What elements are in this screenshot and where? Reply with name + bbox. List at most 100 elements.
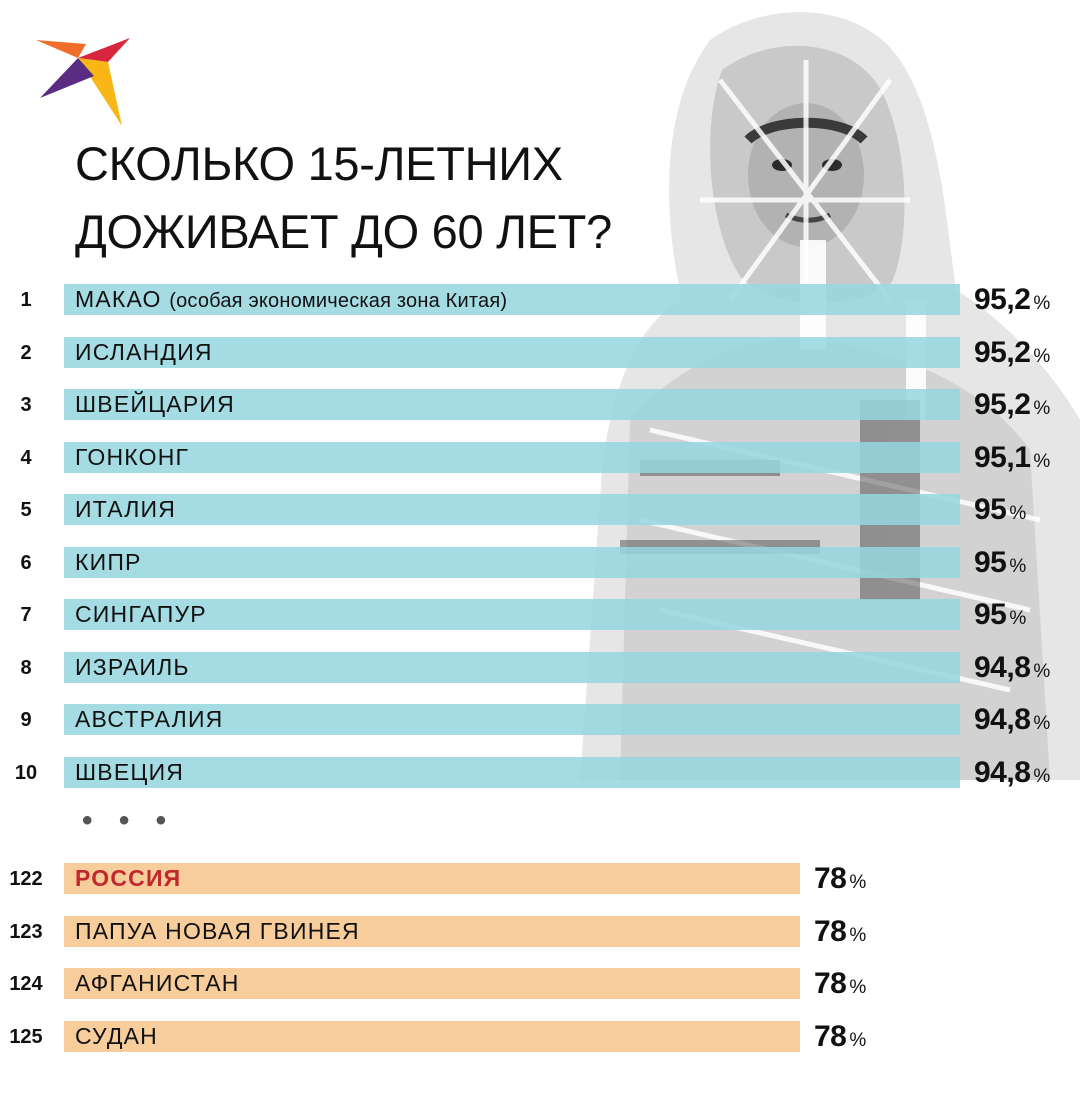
percent-sign: % xyxy=(1033,345,1051,367)
bar-125 xyxy=(64,1020,800,1052)
value-label: 95,2% xyxy=(974,388,1050,422)
value-label: 94,8% xyxy=(974,651,1050,685)
bar-122 xyxy=(64,863,800,894)
country-label: СУДАН xyxy=(75,1022,158,1049)
value-number: 78 xyxy=(814,1019,847,1053)
country-label: ШВЕЦИЯ xyxy=(75,758,185,785)
country-note: (особая экономическая зона Китая) xyxy=(169,290,508,312)
value-number: 95,2 xyxy=(974,283,1031,316)
percent-sign: % xyxy=(1009,555,1027,577)
rank-number: 123 xyxy=(9,920,43,943)
rank-number: 8 xyxy=(20,656,32,679)
country-label: ИТАЛИЯ xyxy=(75,496,177,522)
value-number: 78 xyxy=(814,967,847,1000)
percent-sign: % xyxy=(1033,713,1051,734)
value-label: 95% xyxy=(974,598,1026,632)
value-label: 95% xyxy=(974,546,1026,580)
bar-5 xyxy=(64,494,960,525)
chart-title-line-2: ДОЖИВАЕТ ДО 60 ЛЕТ? xyxy=(75,205,612,258)
country-label: ГОНКОНГ xyxy=(75,443,190,470)
value-number: 78 xyxy=(814,914,847,948)
top-row-1: 1 МАКАО (особая экономическая зона Китая)… xyxy=(0,283,1080,317)
bar-2 xyxy=(64,336,960,368)
top-row-2: 2 ИСЛАНДИЯ 95,2% xyxy=(0,336,1080,370)
bottom-row-125: 125 СУДАН 78% xyxy=(0,1020,1080,1054)
bar-6 xyxy=(64,546,960,578)
top-row-9: 9 АВСТРАЛИЯ 94,8% xyxy=(0,703,1080,737)
percent-sign: % xyxy=(1033,660,1051,682)
rank-number: 7 xyxy=(20,604,32,626)
bar-4 xyxy=(64,441,960,473)
top-row-8: 8 ИЗРАИЛЬ 94,8% xyxy=(0,651,1080,685)
country-label: ПАПУА НОВАЯ ГВИНЕЯ xyxy=(75,917,360,944)
country-label: РОССИЯ xyxy=(75,865,182,891)
value-number: 78 xyxy=(814,862,847,895)
rank-number: 1 xyxy=(20,289,32,311)
country-label: АФГАНИСТАН xyxy=(75,970,240,996)
country-label: АВСТРАЛИЯ xyxy=(75,706,224,732)
chart-title-line-1: СКОЛЬКО 15-ЛЕТНИХ xyxy=(75,137,563,190)
bar-1 xyxy=(64,284,960,315)
rank-number: 124 xyxy=(9,973,43,995)
rank-number: 3 xyxy=(20,394,32,416)
value-label: 78% xyxy=(814,862,866,896)
rank-number: 2 xyxy=(20,341,32,364)
country-label: ИЗРАИЛЬ xyxy=(75,653,190,680)
percent-sign: % xyxy=(1009,608,1027,629)
bottom-row-123: 123 ПАПУА НОВАЯ ГВИНЕЯ 78% xyxy=(0,915,1080,949)
value-number: 95,2 xyxy=(974,388,1031,421)
value-number: 95 xyxy=(974,545,1007,579)
value-label: 95% xyxy=(974,493,1026,527)
value-number: 94,8 xyxy=(974,650,1031,684)
value-label: 78% xyxy=(814,967,866,1001)
value-number: 94,8 xyxy=(974,755,1031,789)
bar-124 xyxy=(64,968,800,999)
value-label: 94,8% xyxy=(974,756,1050,790)
bottom-row-122: 122 РОССИЯ 78% xyxy=(0,862,1080,896)
value-label: 78% xyxy=(814,1020,866,1054)
value-number: 95,1 xyxy=(974,440,1031,474)
bar-123 xyxy=(64,915,800,947)
percent-sign: % xyxy=(1009,503,1027,524)
top-row-5: 5 ИТАЛИЯ 95% xyxy=(0,493,1080,527)
value-label: 94,8% xyxy=(974,703,1050,737)
percent-sign: % xyxy=(1033,765,1051,787)
bar-9 xyxy=(64,704,960,735)
country-label: КИПР xyxy=(75,548,142,575)
bottom-row-124: 124 АФГАНИСТАН 78% xyxy=(0,967,1080,1001)
value-number: 95 xyxy=(974,493,1007,526)
rank-number: 9 xyxy=(20,709,32,731)
rank-number: 5 xyxy=(20,499,32,521)
rank-number: 122 xyxy=(9,868,43,890)
rank-number: 10 xyxy=(14,761,38,784)
percent-sign: % xyxy=(1033,450,1051,472)
country-label: ШВЕЙЦАРИЯ xyxy=(75,391,235,417)
top-row-7: 7 СИНГАПУР 95% xyxy=(0,598,1080,632)
top-row-3: 3 ШВЕЙЦАРИЯ 95,2% xyxy=(0,388,1080,422)
percent-sign: % xyxy=(1033,398,1051,419)
percent-sign: % xyxy=(849,977,867,998)
value-label: 95,2% xyxy=(974,283,1050,317)
bar-10 xyxy=(64,756,960,788)
rank-number: 6 xyxy=(20,551,32,574)
percent-sign: % xyxy=(1033,293,1051,314)
value-label: 95,2% xyxy=(974,336,1050,370)
value-number: 95,2 xyxy=(974,335,1031,369)
bar-8 xyxy=(64,651,960,683)
value-label: 95,1% xyxy=(974,441,1050,475)
bird-logo-icon xyxy=(36,38,130,126)
value-number: 94,8 xyxy=(974,703,1031,736)
rank-number: 4 xyxy=(20,446,32,469)
bar-3 xyxy=(64,389,960,420)
percent-sign: % xyxy=(849,872,867,893)
country-label: СИНГАПУР xyxy=(75,601,207,627)
bar-7 xyxy=(64,599,960,630)
top-row-10: 10 ШВЕЦИЯ 94,8% xyxy=(0,756,1080,790)
top-row-6: 6 КИПР 95% xyxy=(0,546,1080,580)
percent-sign: % xyxy=(849,924,867,946)
rank-number: 125 xyxy=(9,1025,43,1048)
ellipsis: • • • xyxy=(82,804,176,837)
country-label: ИСЛАНДИЯ xyxy=(75,338,213,365)
top-row-4: 4 ГОНКОНГ 95,1% xyxy=(0,441,1080,475)
